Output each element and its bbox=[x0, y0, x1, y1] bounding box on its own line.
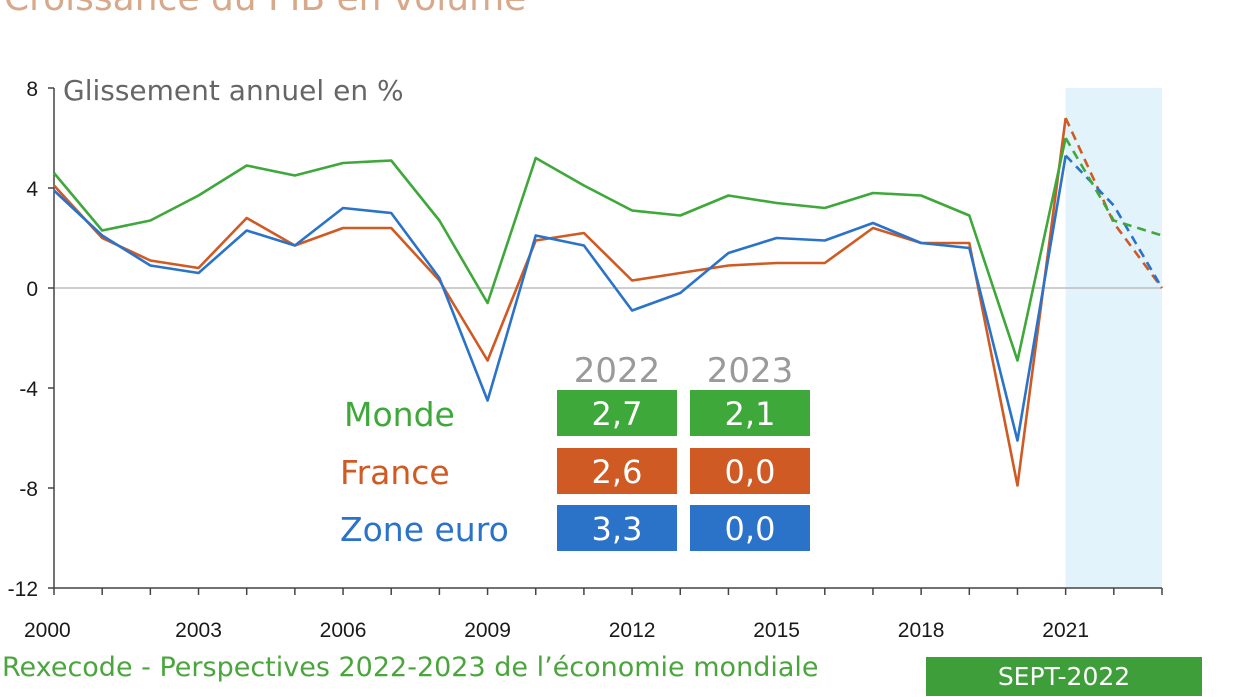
table-cell bbox=[690, 390, 810, 436]
table-cell-value: 2,1 bbox=[725, 395, 776, 433]
series-forecast-zone-euro bbox=[1064, 154, 1164, 289]
table-cell bbox=[557, 390, 677, 436]
table-cell bbox=[557, 448, 677, 494]
series-line-zone-euro bbox=[53, 155, 1067, 442]
x-tick-label: 2003 bbox=[175, 619, 222, 642]
table-header-2023: 2023 bbox=[707, 351, 794, 391]
table-header-2022: 2022 bbox=[574, 351, 661, 391]
x-tick-label: 2018 bbox=[898, 619, 945, 642]
table-cell-value: 2,6 bbox=[592, 453, 643, 491]
y-tick-label: -12 bbox=[8, 578, 38, 601]
y-tick-label: 8 bbox=[26, 78, 38, 101]
date-badge: SEPT-2022 bbox=[926, 657, 1202, 696]
series-forecast-france bbox=[1064, 117, 1164, 289]
x-tick-label: 2015 bbox=[753, 619, 800, 642]
table-row-label: Monde bbox=[344, 395, 455, 434]
y-tick-label: -8 bbox=[19, 478, 38, 501]
source-caption: Rexecode - Perspectives 2022-2023 de l’é… bbox=[2, 652, 819, 683]
y-tick-label: 0 bbox=[26, 278, 38, 301]
table-cell-value: 0,0 bbox=[725, 453, 776, 491]
y-tick-label: -4 bbox=[19, 378, 38, 401]
chart-title: Croissance du PIB en volume bbox=[4, 0, 526, 19]
table-row-label: France bbox=[340, 453, 450, 492]
table-row-label: Zone euro bbox=[340, 510, 509, 549]
x-tick-label: 2012 bbox=[609, 619, 656, 642]
x-tick-label: 2006 bbox=[320, 619, 367, 642]
series-forecast-monde bbox=[1064, 137, 1163, 237]
y-tick-label: 4 bbox=[26, 178, 38, 201]
x-tick-label: 2021 bbox=[1042, 619, 1089, 642]
table-cell-value: 3,3 bbox=[592, 510, 643, 548]
x-tick-label: 2009 bbox=[464, 619, 511, 642]
y-axis-label: Glissement annuel en % bbox=[63, 74, 404, 107]
series-line-monde bbox=[53, 137, 1067, 362]
forecast-band bbox=[1065, 88, 1162, 588]
table-cell bbox=[690, 448, 810, 494]
table-cell-value: 0,0 bbox=[725, 510, 776, 548]
x-tick-label: 2000 bbox=[24, 619, 71, 642]
table-cell bbox=[690, 505, 810, 551]
table-cell-value: 2,7 bbox=[592, 395, 643, 433]
table-cell bbox=[557, 505, 677, 551]
series-line-france bbox=[53, 117, 1067, 487]
